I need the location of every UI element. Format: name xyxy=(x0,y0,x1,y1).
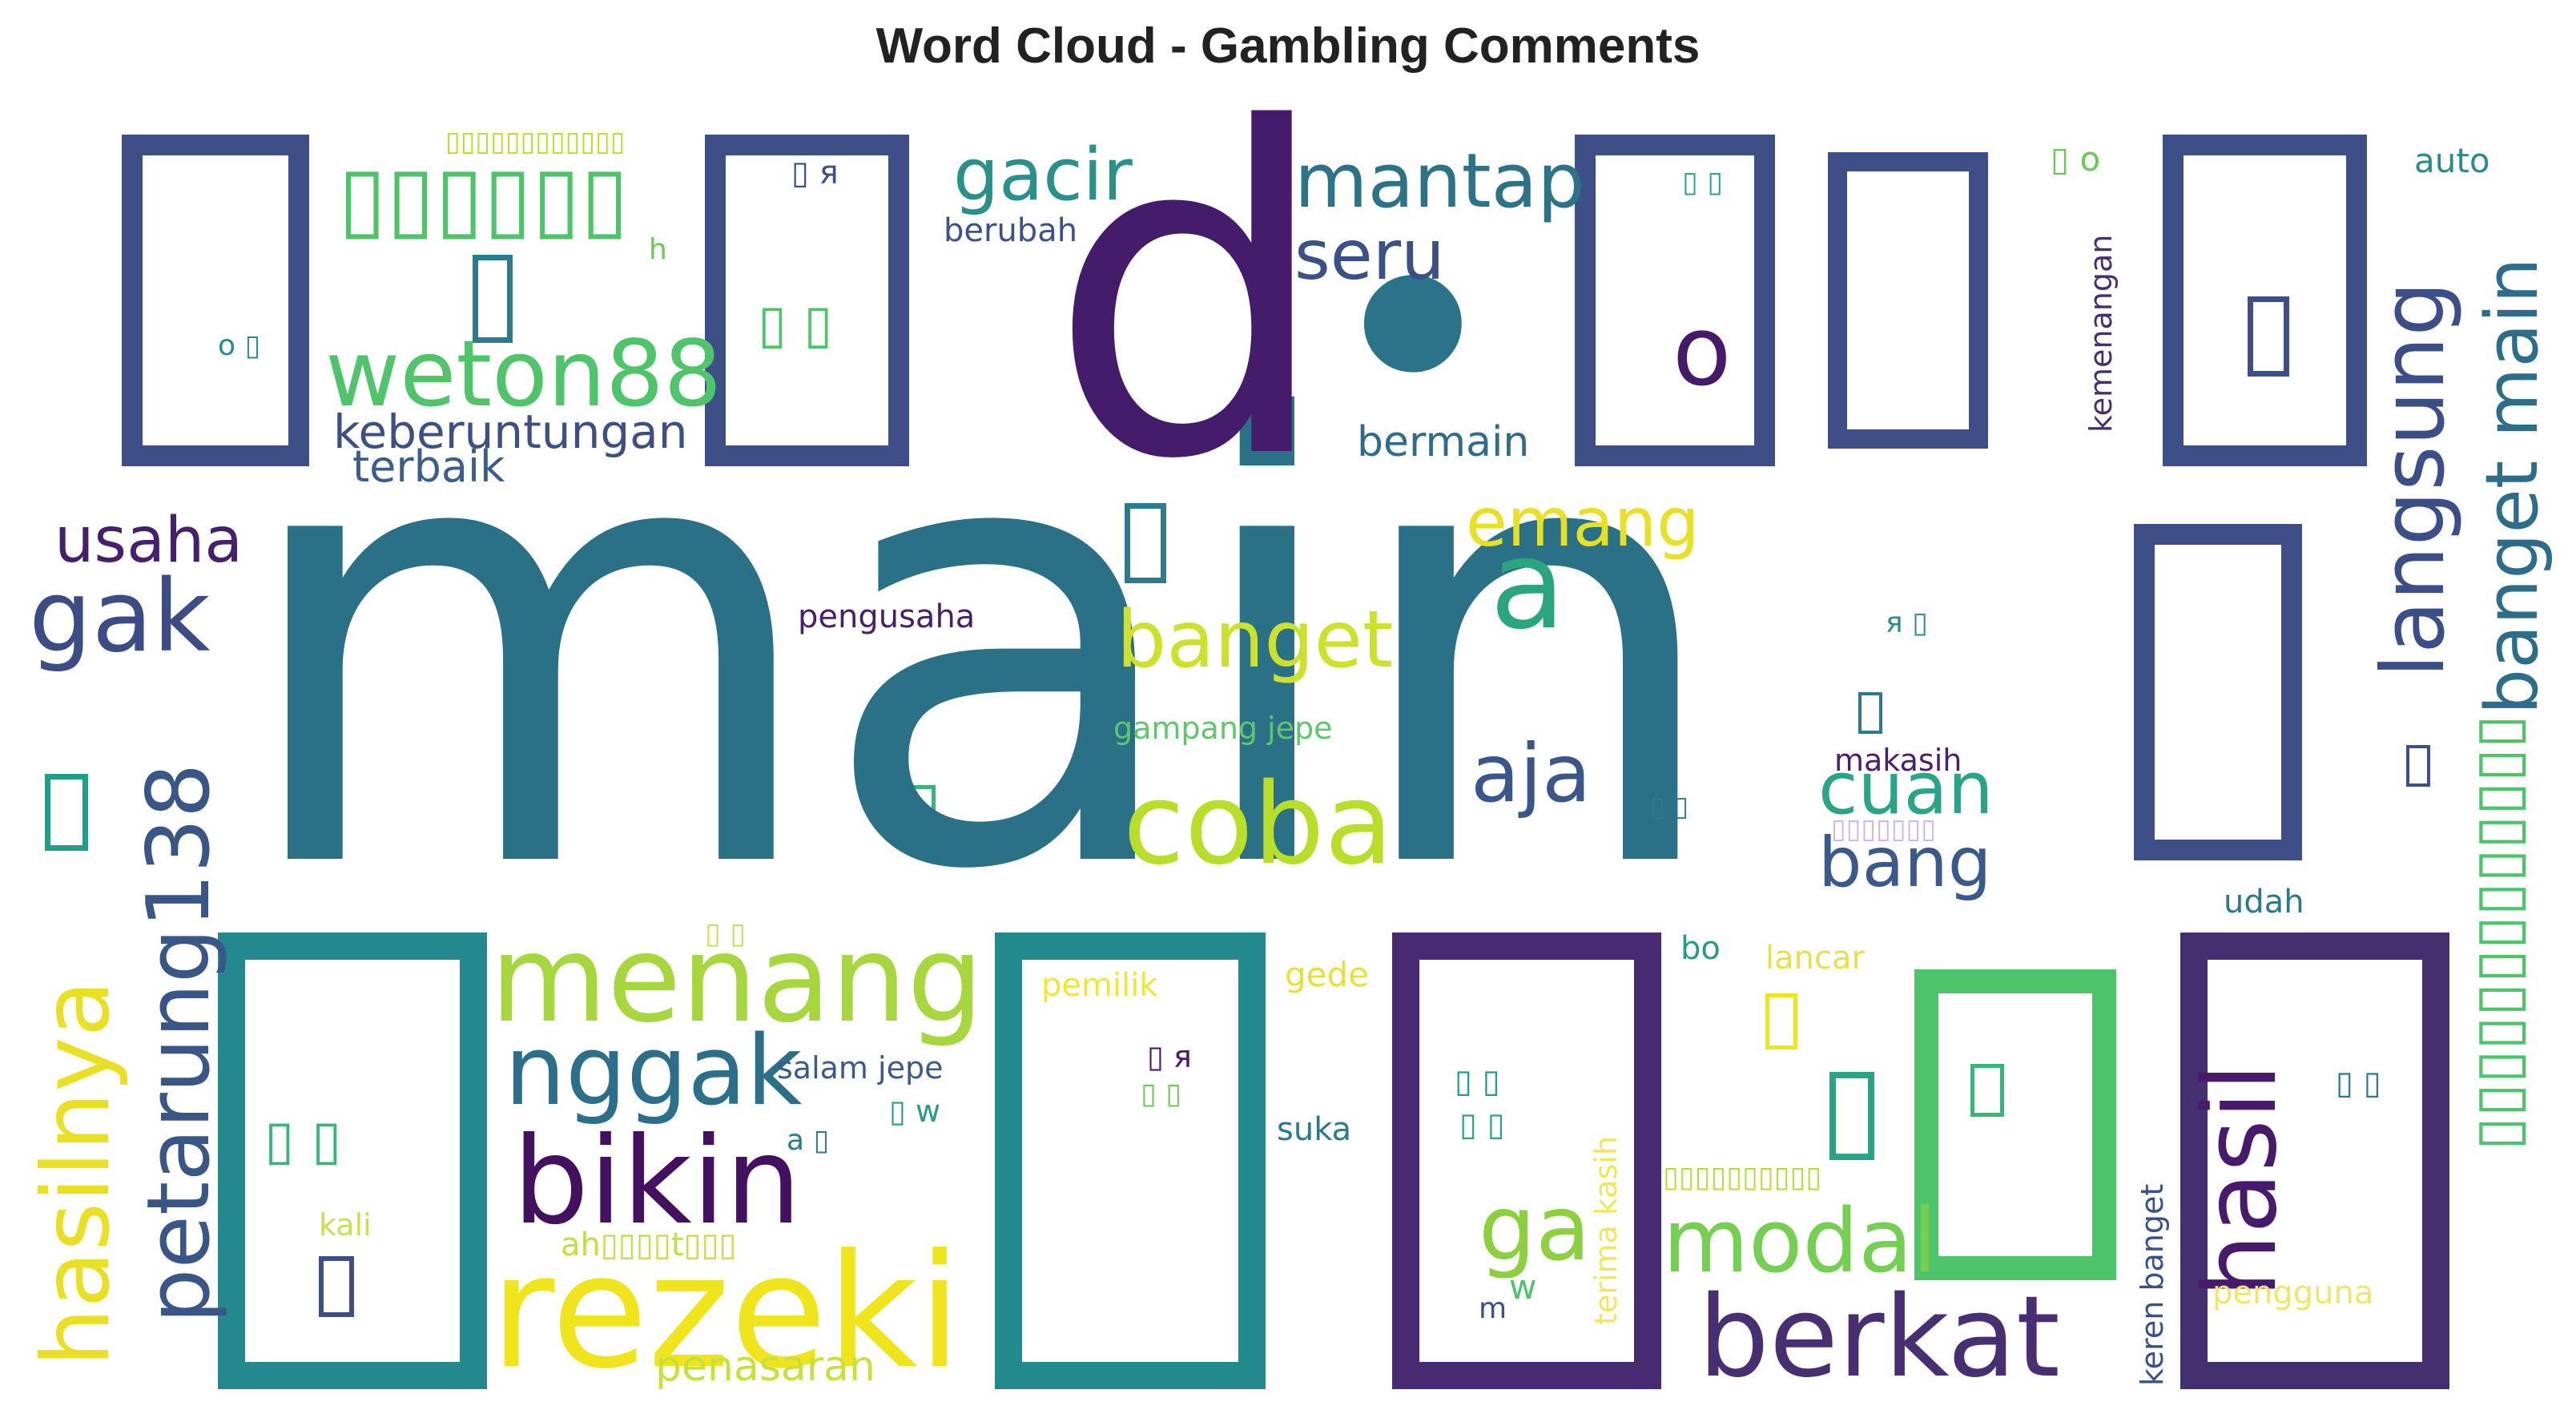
tofu-box xyxy=(904,785,936,838)
word-pengusaha: pengusaha xyxy=(798,598,976,635)
word-bo: bo xyxy=(1680,930,1721,967)
tofu-box xyxy=(218,933,487,1389)
word-seru: seru xyxy=(1294,216,1445,296)
word-petarung138: petarung138 xyxy=(129,763,229,1323)
word-gede: gede xyxy=(1285,955,1369,994)
tofu-box xyxy=(1575,135,1775,466)
word-pengguna: pengguna xyxy=(2212,1275,2374,1311)
word-tofu-w: ▯ w xyxy=(889,1094,941,1129)
word-tofu-pair: ▯ ▯ xyxy=(758,293,833,355)
tofu-box xyxy=(122,135,309,466)
word-cuan: cuan xyxy=(1818,747,1994,831)
word-tofu-o: ▯ o xyxy=(2051,139,2101,179)
word-tofu-string: ▯▯▯▯▯▯▯▯▯▯▯▯▯ xyxy=(2461,715,2533,1150)
word-terbaik: terbaik xyxy=(352,441,505,492)
tofu-box xyxy=(1970,1064,2004,1117)
word-ga: ga xyxy=(1479,1177,1591,1281)
word-keren-banget: keren banget xyxy=(2135,1183,2170,1386)
word-tofu-string: ▯▯▯▯▯▯▯▯▯▯ xyxy=(1663,1161,1822,1194)
word-menang: menang xyxy=(490,910,984,1049)
word-keberuntungan: keberuntungan xyxy=(333,405,688,459)
word-d: d xyxy=(1048,35,1333,558)
word-tofu-pair: ▯ ▯ xyxy=(705,917,747,950)
word-makasih: makasih xyxy=(1834,743,1962,778)
word-ya-tofu: я ▯ xyxy=(1886,606,1928,639)
word-kali: kali xyxy=(319,1207,372,1243)
word-weton88: weton88 xyxy=(325,320,722,427)
word-langsung: langsung xyxy=(2364,281,2464,678)
word-penasaran: penasaran xyxy=(655,1343,875,1391)
word-gak: gak xyxy=(29,559,211,675)
word-suka: suka xyxy=(1277,1111,1352,1148)
tofu-box xyxy=(1125,503,1166,583)
word-hasilnya: hasilnya xyxy=(22,980,131,1367)
word-ah-tofu: ah▯▯▯▯t▯▯▯ xyxy=(561,1227,737,1263)
word-gampang-jepe: gampang jepe xyxy=(1113,711,1333,746)
word-w: w xyxy=(1509,1267,1537,1307)
word-nggak: nggak xyxy=(505,1016,803,1127)
word-tofu-pair: ▯ ▯ xyxy=(2336,1065,2381,1102)
word-mantap: mantap xyxy=(1294,138,1585,225)
word-bermain: bermain xyxy=(1357,418,1530,466)
word-tofu-pair: ▯ ▯ xyxy=(1455,1063,1500,1100)
word-coba: coba xyxy=(1123,759,1394,890)
word-tofu-pair: ▯ ▯ xyxy=(1141,1078,1182,1110)
chart-title: Word Cloud - Gambling Comments xyxy=(875,18,1701,74)
word-m: m xyxy=(1479,1292,1507,1325)
tofu-box xyxy=(45,774,88,851)
word-salam-jepe: salam jepe xyxy=(777,1050,944,1086)
word-modal: modal xyxy=(1663,1190,1938,1292)
word-hasil: hasil xyxy=(2181,1063,2299,1298)
word-berubah: berubah xyxy=(944,212,1078,249)
tofu-box xyxy=(995,933,1266,1389)
word-banget-main: banget main xyxy=(2470,257,2554,715)
tofu-box xyxy=(2163,135,2367,466)
word-kemenangan: kemenangan xyxy=(2083,234,2119,433)
tofu-box xyxy=(2134,524,2302,860)
word-o-tofu: o ▯ xyxy=(218,329,261,362)
word-pemilik: pemilik xyxy=(1041,967,1158,1004)
tofu-box xyxy=(705,135,909,466)
word-tofu-pair: ▯ ▯ xyxy=(1650,791,1689,823)
word-tofu-pair: ▯ ▯ xyxy=(1682,166,1724,199)
tofu-box xyxy=(473,255,513,343)
tofu-box xyxy=(1829,1072,1874,1160)
word-rezeki: rezeki xyxy=(490,1221,962,1404)
tofu-box xyxy=(1828,152,1988,449)
tofu-box xyxy=(1914,969,2116,1280)
word-tofu-string: ▯▯▯▯▯▯▯ xyxy=(1831,813,1936,845)
word-aja: aja xyxy=(1471,727,1592,820)
word-tofu-ya: ▯ я xyxy=(791,155,839,191)
word-tofu-string: ▯▯▯▯▯▯ xyxy=(338,147,630,249)
tofu-box xyxy=(2180,933,2449,1389)
tofu-box xyxy=(1858,692,1882,734)
word-o: o xyxy=(1672,296,1732,408)
word-a: a xyxy=(1490,514,1566,657)
word-emang: emang xyxy=(1466,483,1700,562)
word-usaha: usaha xyxy=(54,505,244,577)
word-lancar: lancar xyxy=(1765,940,1865,977)
word-bikin: bikin xyxy=(513,1112,802,1251)
word-a-tofu: a ▯ xyxy=(787,1124,830,1157)
word-tofu-string: ▯▯▯▯▯▯▯▯▯▯▯▯ xyxy=(445,126,626,158)
word-tofu-ya-2: ▯ я xyxy=(1147,1039,1192,1074)
tofu-box xyxy=(1392,933,1661,1389)
word-tofu-pair: ▯ ▯ xyxy=(1459,1106,1505,1143)
word-berkat: berkat xyxy=(1698,1272,2060,1403)
word-bang: bang xyxy=(1818,823,1992,903)
word-h: h xyxy=(649,233,667,266)
tofu-box xyxy=(319,1256,354,1317)
word-auto: auto xyxy=(2414,141,2490,180)
word-terima-kasih: terima kasih xyxy=(1588,1136,1624,1325)
word-banget: banget xyxy=(1117,594,1394,686)
word-tofu-pair: ▯ ▯ xyxy=(264,1109,342,1172)
word-udah: udah xyxy=(2224,884,2304,920)
tofu-box xyxy=(1765,993,1797,1049)
word-main: main xyxy=(232,295,1729,1003)
tofu-box xyxy=(2406,745,2430,787)
tofu-box xyxy=(2248,296,2289,377)
word-gacir: gacir xyxy=(953,133,1133,217)
